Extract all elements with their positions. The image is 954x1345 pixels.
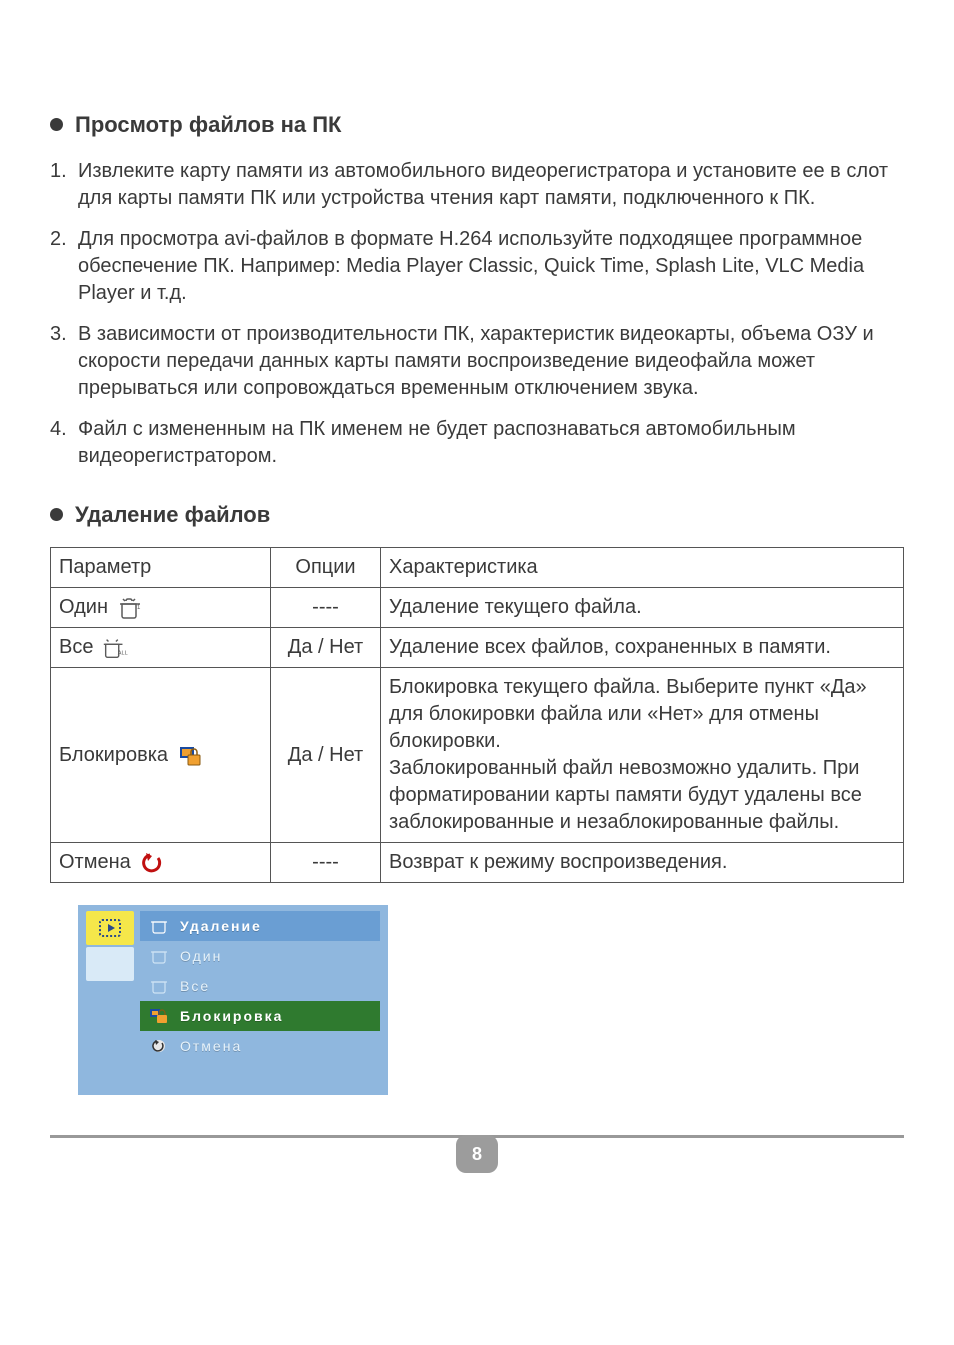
lock-icon <box>176 743 204 767</box>
menu-item-one: Один <box>140 941 380 971</box>
option-cell: Да / Нет <box>271 668 381 843</box>
step-text: В зависимости от производительности ПК, … <box>78 323 874 399</box>
trash-all-icon: ALL <box>101 636 129 660</box>
section-heading-delete-files: Удаление файлов <box>50 500 904 530</box>
option-cell: ---- <box>271 588 381 628</box>
menu-item-label: Блокировка <box>180 1007 283 1026</box>
param-label: Отмена <box>59 849 131 876</box>
undo-icon <box>148 1036 170 1056</box>
section-heading-view-files: Просмотр файлов на ПК <box>50 110 904 140</box>
trash-all-icon <box>148 976 170 996</box>
steps-list-view-files: Извлеките карту памяти из автомобильного… <box>50 158 904 470</box>
table-header-option: Опции <box>271 548 381 588</box>
desc-cell: Удаление текущего файла. <box>381 588 904 628</box>
trash-one-icon: 1 <box>116 596 144 620</box>
step-item: Извлеките карту памяти из автомобильного… <box>50 158 904 212</box>
table-row: Отмена ---- Возврат к режиму воспроизвед… <box>51 843 904 883</box>
param-label: Блокировка <box>59 742 168 769</box>
step-item: Файл с измененным на ПК именем не будет … <box>50 416 904 470</box>
table-header-desc: Характеристика <box>381 548 904 588</box>
param-label: Один <box>59 594 108 621</box>
step-item: Для просмотра avi-файлов в формате H.264… <box>50 226 904 307</box>
bullet-icon <box>50 118 63 131</box>
menu-screenshot: Удаление Один Все Блокировка <box>78 905 388 1095</box>
step-text: Извлеките карту памяти из автомобильного… <box>78 160 888 209</box>
step-item: В зависимости от производительности ПК, … <box>50 321 904 402</box>
undo-icon <box>139 851 167 875</box>
table-row: Блокировка Да / Нет Блокировка текущего … <box>51 668 904 843</box>
table-row: Все ALL Да / Нет Удаление всех файлов, с… <box>51 628 904 668</box>
trash-icon <box>148 916 170 936</box>
menu-header-row: Удаление <box>140 911 380 941</box>
option-cell: ---- <box>271 843 381 883</box>
step-text: Файл с измененным на ПК именем не будет … <box>78 418 796 467</box>
desc-cell: Удаление всех файлов, сохраненных в памя… <box>381 628 904 668</box>
menu-item-cancel: Отмена <box>140 1031 380 1061</box>
menu-item-all: Все <box>140 971 380 1001</box>
param-label: Все <box>59 634 93 661</box>
menu-tab-blank <box>86 947 134 981</box>
trash-one-icon <box>148 946 170 966</box>
menu-tab-play <box>86 911 134 945</box>
menu-item-label: Все <box>180 977 210 996</box>
delete-options-table: Параметр Опции Характеристика Один 1 ---… <box>50 547 904 883</box>
page-footer: 8 <box>50 1135 904 1175</box>
menu-item-lock: Блокировка <box>140 1001 380 1031</box>
menu-header-label: Удаление <box>180 917 262 936</box>
menu-item-label: Отмена <box>180 1037 242 1056</box>
table-header-param: Параметр <box>51 548 271 588</box>
heading-text: Удаление файлов <box>75 500 270 530</box>
desc-cell: Блокировка текущего файла. Выберите пунк… <box>381 668 904 843</box>
svg-text:1: 1 <box>137 605 141 611</box>
bullet-icon <box>50 508 63 521</box>
heading-text: Просмотр файлов на ПК <box>75 110 341 140</box>
step-text: Для просмотра avi-файлов в формате H.264… <box>78 228 864 304</box>
page-number: 8 <box>456 1135 498 1173</box>
lock-icon <box>148 1006 170 1026</box>
option-cell: Да / Нет <box>271 628 381 668</box>
svg-text:ALL: ALL <box>118 650 128 656</box>
table-row: Один 1 ---- Удаление текущего файла. <box>51 588 904 628</box>
menu-item-label: Один <box>180 947 222 966</box>
desc-cell: Возврат к режиму воспроизведения. <box>381 843 904 883</box>
